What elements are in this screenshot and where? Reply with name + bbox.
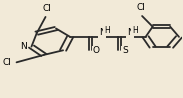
Text: H: H [132,26,138,35]
Text: S: S [122,46,128,55]
Text: N: N [20,42,27,51]
Text: Cl: Cl [43,4,52,13]
Text: N: N [127,28,134,37]
Text: Cl: Cl [2,58,11,67]
Text: Cl: Cl [137,3,146,12]
Text: H: H [104,26,109,35]
Text: N: N [99,28,105,37]
Text: O: O [93,46,100,55]
